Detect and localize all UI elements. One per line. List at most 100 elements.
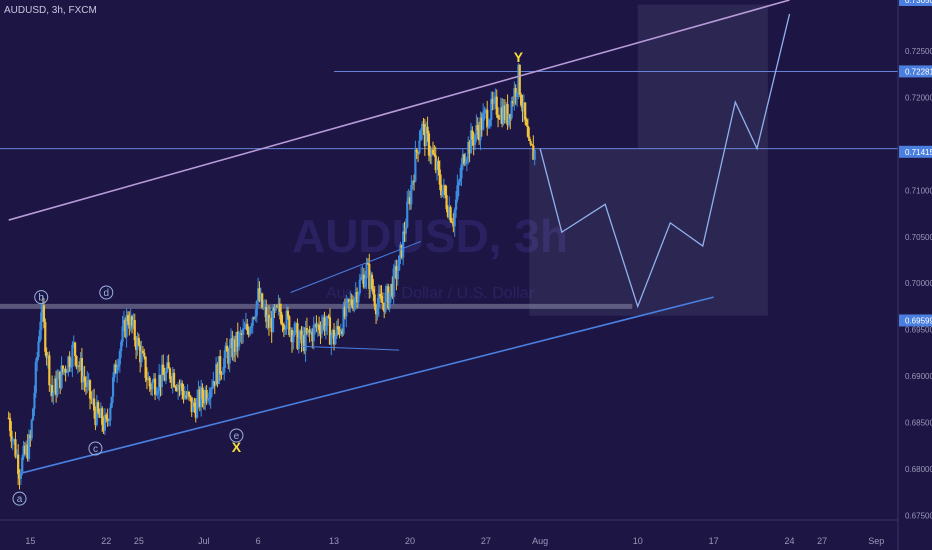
x-tick-label: 27: [817, 536, 827, 546]
candle-body: [103, 414, 107, 431]
price-tag-label: 0.72281: [905, 67, 932, 76]
candle-body: [91, 398, 94, 400]
candle-body: [175, 387, 178, 391]
candle-body: [517, 64, 520, 93]
price-tag-label: 0.69599: [905, 316, 932, 325]
candle-body: [250, 326, 253, 329]
candle-body: [137, 337, 140, 346]
candle-body: [56, 378, 59, 395]
candle-body: [233, 339, 237, 352]
candle-body: [468, 142, 471, 154]
forecast-zone-2: [637, 4, 768, 316]
candle-body: [518, 64, 521, 95]
candle-body: [107, 420, 111, 422]
candle-body: [261, 293, 264, 309]
candle-body: [147, 377, 150, 381]
candle-body: [290, 329, 294, 343]
candle-body: [400, 244, 403, 258]
candle-body: [198, 389, 201, 407]
candle-body: [69, 366, 73, 368]
y-tick-label: 0.72500: [905, 47, 932, 56]
candle-body: [430, 149, 433, 156]
x-tick-label: 15: [25, 536, 35, 546]
y-tick-label: 0.70000: [905, 279, 932, 288]
candle-body: [459, 178, 462, 182]
candle-body: [366, 263, 370, 265]
y-tick-label: 0.69500: [905, 326, 932, 335]
candle-body: [145, 378, 149, 381]
candle-body: [204, 389, 207, 404]
candle-body: [326, 316, 329, 326]
candle-body: [303, 335, 306, 352]
candle-body: [396, 270, 399, 280]
price-tag-label: 0.73050: [905, 0, 932, 5]
candle-body: [177, 385, 180, 391]
candle-body: [467, 142, 470, 159]
y-tick-label: 0.69000: [905, 372, 932, 381]
candle-body: [160, 364, 163, 388]
x-tick-label: Aug: [532, 536, 548, 546]
candle-body: [284, 329, 287, 331]
candle-body: [347, 299, 351, 303]
candle-body: [277, 303, 280, 307]
candle-body: [479, 117, 482, 141]
candle-body: [370, 274, 374, 289]
channel-upper-line: [8, 0, 790, 221]
candle-body: [229, 338, 233, 346]
candle-body: [511, 100, 515, 104]
candle-body: [132, 319, 135, 326]
price-tag-label: 0.71415: [905, 148, 932, 157]
wave-circle-c: [88, 441, 103, 456]
candle-body: [398, 255, 401, 271]
candle-body: [282, 324, 285, 331]
candle-body: [389, 283, 393, 293]
candle-body: [209, 389, 212, 399]
candle-body: [452, 222, 455, 227]
candle-body: [301, 335, 304, 344]
candle-body: [289, 329, 292, 336]
candle-body: [212, 381, 215, 388]
candle-body: [57, 371, 60, 379]
candle-body: [488, 119, 492, 126]
x-tick-label: 27: [481, 536, 491, 546]
candle-body: [158, 374, 161, 391]
candle-body: [368, 264, 371, 289]
candle-body: [26, 444, 29, 459]
candle-body: [263, 307, 266, 309]
candle-body: [14, 439, 17, 457]
candle-body: [387, 286, 390, 309]
candle-body: [354, 292, 357, 300]
candle-body: [362, 274, 365, 288]
candle-body: [83, 376, 86, 382]
candle-body: [381, 302, 384, 304]
candle-body: [483, 110, 486, 114]
candle-body: [315, 324, 318, 328]
candle-body: [510, 100, 513, 119]
candle-body: [313, 324, 317, 326]
candle-body: [8, 418, 12, 431]
candle-body: [308, 329, 311, 333]
candle-body: [148, 377, 151, 387]
candle-body: [419, 130, 422, 141]
candle-body: [415, 149, 418, 153]
candle-body: [156, 390, 159, 394]
candle-body: [338, 329, 341, 335]
candle-body: [357, 293, 360, 303]
candle-body: [402, 231, 405, 258]
candle-body: [254, 315, 257, 318]
candle-body: [201, 387, 204, 399]
candle-body: [498, 118, 501, 120]
candle-body: [463, 154, 466, 165]
candle-body: [65, 372, 69, 374]
candle-body: [435, 161, 439, 171]
candle-body: [10, 430, 13, 442]
candle-body: [34, 361, 37, 393]
wave-circle-b: [34, 290, 49, 305]
candle-body: [182, 390, 185, 399]
candle-body: [461, 154, 464, 165]
channel-lower-line: [19, 296, 714, 475]
candle-body: [105, 414, 108, 419]
candle-body: [369, 274, 372, 289]
